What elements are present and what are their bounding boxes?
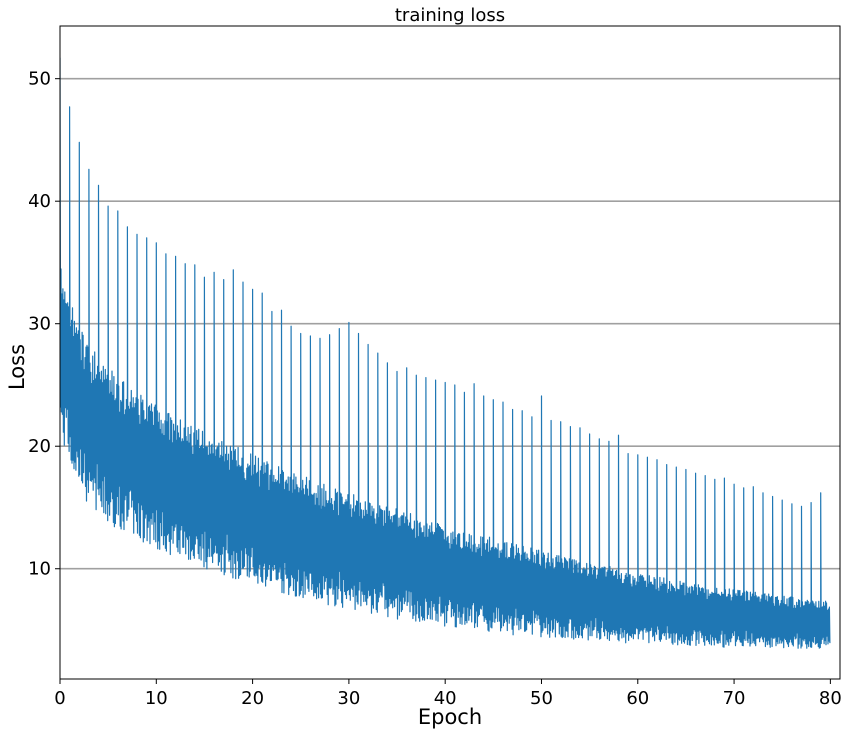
x-tick-label: 50 bbox=[530, 688, 553, 709]
x-axis-label: Epoch bbox=[418, 705, 482, 729]
y-tick-label: 10 bbox=[28, 559, 51, 580]
x-tick-label: 40 bbox=[434, 688, 457, 709]
x-tick-label: 60 bbox=[626, 688, 649, 709]
x-tick-label: 80 bbox=[819, 688, 842, 709]
chart-title: training loss bbox=[395, 5, 505, 26]
x-tick-label: 20 bbox=[241, 688, 264, 709]
plot-area bbox=[60, 57, 831, 649]
x-tick-label: 10 bbox=[145, 688, 168, 709]
x-tick-label: 30 bbox=[337, 688, 360, 709]
y-axis-ticks: 10 20 30 40 50 bbox=[28, 69, 60, 580]
plot-frame bbox=[59, 25, 841, 680]
y-axis-label: Loss bbox=[5, 344, 29, 390]
y-tick-label: 30 bbox=[28, 314, 51, 335]
y-tick-label: 50 bbox=[28, 69, 51, 90]
x-tick-label: 70 bbox=[723, 688, 746, 709]
x-axis-ticks: 0 10 20 30 40 50 60 70 80 bbox=[54, 679, 842, 709]
y-tick-label: 40 bbox=[28, 191, 51, 212]
y-tick-label: 20 bbox=[28, 436, 51, 457]
loss-series-line bbox=[60, 57, 831, 649]
x-tick-label: 0 bbox=[54, 688, 65, 709]
